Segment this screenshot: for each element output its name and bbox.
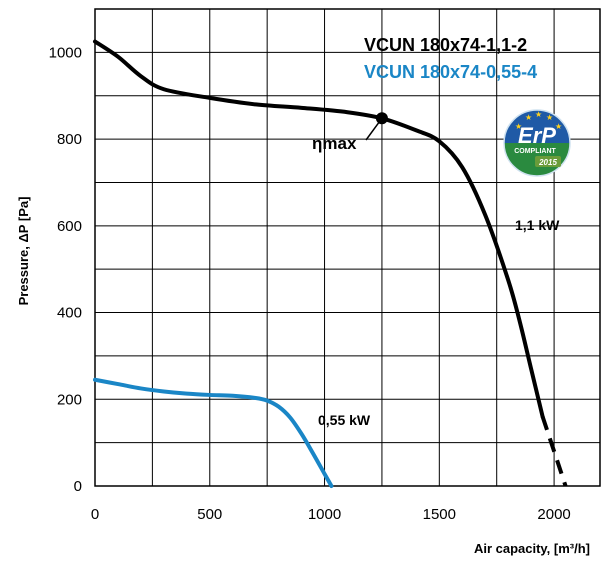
erp-badge-year-box: [535, 156, 561, 167]
x-axis-label: Air capacity, [m³/h]: [474, 541, 590, 556]
eta-max-label: ηmax: [312, 134, 357, 153]
erp-badge-year: 2015: [538, 158, 557, 167]
erp-badge-ring: [503, 109, 571, 177]
legend-entry-series-2: VCUN 180x74-0,55-4: [364, 62, 537, 82]
erp-badge: ★ ★ ★ ★ ★ ErP COMPLIANT 2015: [503, 109, 571, 177]
legend-entry-series-1: VCUN 180x74-1,1-2: [364, 35, 527, 55]
svg-text:★: ★: [515, 122, 522, 131]
y-tick-label: 200: [57, 391, 82, 408]
x-tick-label: 0: [91, 506, 99, 523]
erp-badge-top: [504, 110, 570, 143]
svg-text:★: ★: [525, 113, 532, 122]
power-label-1: 1,1 kW: [515, 217, 560, 233]
svg-text:★: ★: [535, 110, 542, 119]
svg-text:★: ★: [555, 122, 562, 131]
x-tick-labels: 0 500 1000 1500 2000: [91, 506, 571, 523]
y-axis-label: Pressure, ΔP [Pa]: [16, 197, 31, 306]
series-line-2: [93, 377, 334, 488]
plot-frame: [94, 8, 601, 487]
erp-badge-main: ErP: [518, 123, 556, 148]
erp-badge-sub: COMPLIANT: [514, 148, 556, 155]
series-line-1-dashed: [540, 415, 568, 487]
y-tick-label: 800: [57, 131, 82, 148]
y-tick-label: 400: [57, 305, 82, 322]
svg-text:★: ★: [546, 113, 553, 122]
x-tick-label: 2000: [537, 506, 570, 523]
y-tick-labels: 0 200 400 600 800 1000: [49, 44, 82, 495]
eta-max-point: [375, 112, 388, 125]
x-tick-label: 1500: [423, 506, 456, 523]
series-line-1: [93, 39, 545, 419]
eu-stars-icon: ★ ★ ★ ★ ★: [515, 110, 562, 131]
x-tick-label: 500: [197, 506, 222, 523]
eta-max-annotation: ηmax: [312, 112, 388, 153]
y-tick-label: 1000: [49, 44, 82, 61]
power-label-2: 0,55 kW: [318, 412, 371, 428]
x-tick-label: 1000: [308, 506, 341, 523]
y-tick-label: 600: [57, 218, 82, 235]
y-tick-label: 0: [74, 478, 82, 495]
